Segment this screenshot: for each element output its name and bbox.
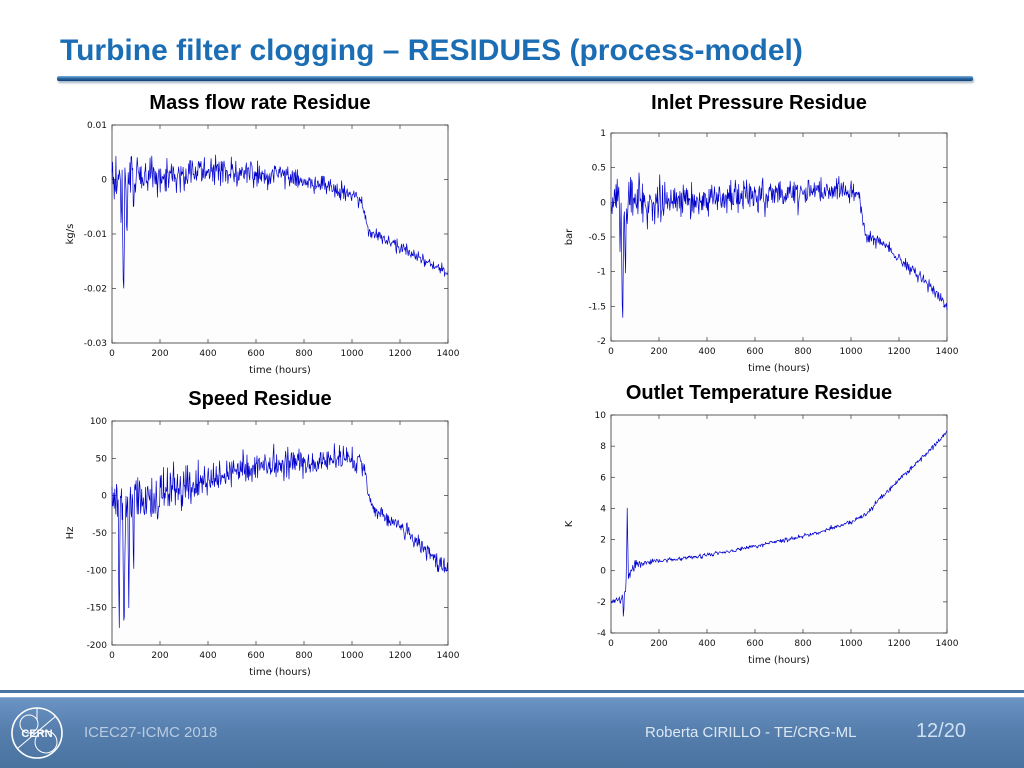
svg-text:0.5: 0.5: [592, 164, 606, 174]
svg-text:1: 1: [600, 129, 606, 139]
mass-flow-chart-title: Mass flow rate Residue: [149, 92, 371, 114]
svg-text:50: 50: [96, 454, 108, 464]
svg-text:1000: 1000: [840, 347, 863, 357]
inlet-pressure-chart-title: Inlet Pressure Residue: [651, 92, 867, 114]
svg-text:1400: 1400: [936, 639, 959, 649]
svg-text:-1.5: -1.5: [588, 302, 606, 312]
svg-text:800: 800: [794, 639, 811, 649]
svg-text:200: 200: [650, 347, 667, 357]
svg-text:10: 10: [595, 411, 607, 421]
svg-text:600: 600: [247, 651, 264, 661]
svg-text:2: 2: [600, 536, 606, 546]
svg-text:800: 800: [794, 347, 811, 357]
svg-text:time (hours): time (hours): [748, 655, 810, 666]
svg-text:-4: -4: [597, 629, 606, 639]
svg-text:800: 800: [295, 651, 312, 661]
svg-text:time (hours): time (hours): [249, 667, 311, 678]
svg-text:-200: -200: [87, 641, 108, 651]
svg-text:400: 400: [698, 639, 715, 649]
svg-text:1400: 1400: [437, 349, 460, 359]
svg-text:1200: 1200: [888, 639, 911, 649]
svg-text:-150: -150: [87, 604, 108, 614]
svg-text:-2: -2: [597, 337, 606, 347]
svg-text:-0.03: -0.03: [84, 339, 107, 349]
svg-text:200: 200: [650, 639, 667, 649]
svg-text:100: 100: [90, 417, 107, 427]
svg-text:-0.02: -0.02: [84, 285, 107, 295]
chart-block-outlet-temperature: Outlet Temperature Residue 10 8 6 4 2 0 -2 -4 0 2…: [558, 382, 960, 669]
svg-text:-1: -1: [597, 268, 606, 278]
svg-text:-2: -2: [597, 598, 606, 608]
mass-flow-chart: 0.010-0.01-0.02-0.030 200 400 600 800 1000 120…: [65, 121, 460, 376]
svg-text:0: 0: [608, 347, 614, 357]
svg-text:1000: 1000: [840, 639, 863, 649]
svg-text:-100: -100: [87, 566, 108, 576]
svg-text:0: 0: [600, 198, 606, 208]
svg-text:0.01: 0.01: [87, 121, 107, 131]
svg-text:1400: 1400: [936, 347, 959, 357]
svg-text:1200: 1200: [888, 347, 911, 357]
outlet-temperature-chart-title: Outlet Temperature Residue: [625, 382, 893, 404]
svg-text:-0.5: -0.5: [588, 233, 606, 243]
footer-conference: ICEC27-ICMC 2018: [84, 724, 218, 741]
svg-text:CERN: CERN: [21, 728, 52, 740]
svg-text:600: 600: [247, 349, 264, 359]
svg-text:4: 4: [600, 504, 606, 514]
chart-block-mass-flow: Mass flow rate Residue 0.01 0 -0.01 -0.02 -0…: [55, 92, 465, 379]
inlet-pressure-chart: 10.50-0.5-1-1.5-20 200 400 600 800 1000 1200 14…: [564, 129, 959, 374]
svg-text:Hz: Hz: [65, 527, 76, 540]
svg-text:600: 600: [746, 347, 763, 357]
chart-block-speed: Speed Residue 100 50 0 -50 -100 -150 -200 0 200 4…: [55, 388, 465, 681]
title-underline: [57, 76, 973, 81]
svg-text:0: 0: [101, 492, 107, 502]
svg-text:1200: 1200: [389, 349, 412, 359]
svg-text:400: 400: [698, 347, 715, 357]
svg-text:time (hours): time (hours): [748, 363, 810, 374]
cern-logo: CERN: [11, 707, 63, 759]
svg-text:0: 0: [101, 176, 107, 186]
svg-text:800: 800: [295, 349, 312, 359]
svg-text:kg/s: kg/s: [65, 224, 76, 245]
svg-text:0: 0: [600, 567, 606, 577]
svg-text:bar: bar: [564, 228, 575, 245]
svg-text:600: 600: [746, 639, 763, 649]
chart-block-inlet-pressure: Inlet Pressure Residue 1 0.5 0 -0.5 -1 -1.5 -2…: [558, 92, 960, 377]
svg-text:K: K: [564, 520, 575, 527]
svg-text:1000: 1000: [341, 651, 364, 661]
svg-text:8: 8: [600, 442, 606, 452]
svg-text:0: 0: [608, 639, 614, 649]
svg-text:time (hours): time (hours): [249, 365, 311, 376]
slide-title: Turbine filter clogging – RESIDUES (proc…: [60, 34, 803, 67]
svg-text:400: 400: [199, 349, 216, 359]
svg-text:6: 6: [600, 473, 606, 483]
footer-author: Roberta CIRILLO - TE/CRG-ML: [645, 724, 857, 741]
svg-text:-50: -50: [92, 529, 107, 539]
svg-text:400: 400: [199, 651, 216, 661]
svg-text:200: 200: [151, 349, 168, 359]
speed-chart-title: Speed Residue: [188, 388, 332, 410]
footer-divider: [0, 690, 1024, 693]
svg-text:1400: 1400: [437, 651, 460, 661]
svg-text:1000: 1000: [341, 349, 364, 359]
svg-text:200: 200: [151, 651, 168, 661]
svg-text:0: 0: [109, 349, 115, 359]
svg-text:1200: 1200: [389, 651, 412, 661]
svg-text:0: 0: [109, 651, 115, 661]
footer-page-number: 12/20: [915, 720, 966, 742]
svg-text:-0.01: -0.01: [84, 230, 107, 240]
footer-bar: CERN ICEC27-ICMC 2018 Roberta CIRILLO - …: [0, 697, 1024, 768]
